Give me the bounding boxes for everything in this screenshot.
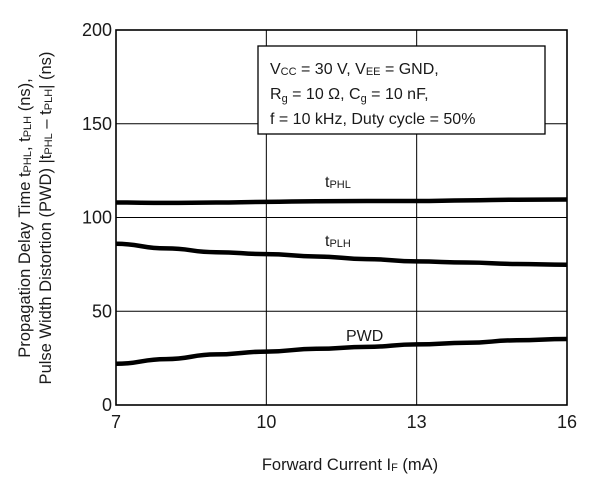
series-group xyxy=(115,197,568,367)
series-label-tplh: tPLH xyxy=(325,233,351,250)
conditions-box xyxy=(257,45,546,135)
y-tick-label: 50 xyxy=(92,301,112,321)
y-axis-label-line-1: Propagation Delay Time tPHL, tPLH (ns), xyxy=(16,78,34,357)
series-line-pwd xyxy=(115,336,568,367)
series-label-tphl: tPHL xyxy=(325,174,351,191)
plot-frame xyxy=(115,29,568,406)
y-tick-label: 150 xyxy=(82,114,112,134)
series-label-pwd: PWD xyxy=(346,328,383,345)
series-line-tplh xyxy=(115,241,568,268)
conditions-line-3: f = 10 kHz, Duty cycle = 50% xyxy=(270,111,475,128)
x-tick-label: 16 xyxy=(557,412,577,432)
y-tick-label: 200 xyxy=(82,20,112,40)
y-tick-label: 0 xyxy=(102,395,112,415)
y-axis-label-line-2: Pulse Width Distortion (PWD) |tPHL – tPL… xyxy=(37,52,55,385)
conditions-line-2: Rg = 10 Ω, Cg = 10 nF, xyxy=(270,86,429,105)
tick-labels: 0 50 100 150 200 7 10 13 16 xyxy=(82,20,577,432)
x-axis-label: Forward Current IF (mA) xyxy=(262,456,438,474)
x-tick-label: 13 xyxy=(407,412,427,432)
conditions-line-1: VCC = 30 V, VEE = GND, xyxy=(270,61,439,78)
x-tick-label: 7 xyxy=(111,412,121,432)
series-line-tphl xyxy=(115,197,568,206)
y-tick-label: 100 xyxy=(82,208,112,228)
x-tick-label: 10 xyxy=(256,412,276,432)
